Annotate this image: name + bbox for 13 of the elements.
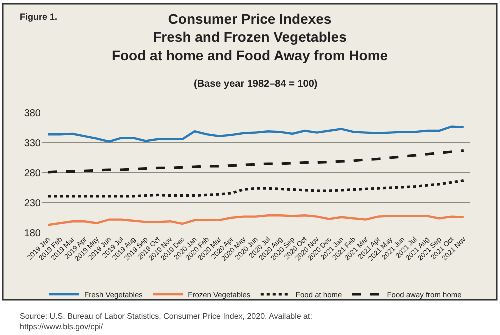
- line-series: [47, 126, 465, 143]
- chart-subtitle: (Base year 1982–84 = 100): [194, 79, 318, 90]
- y-tick-label: 180: [24, 228, 42, 240]
- line-series: [46, 180, 466, 198]
- line-series: [46, 150, 466, 174]
- y-tick-label: 380: [24, 108, 42, 120]
- y-tick-label: 280: [24, 168, 42, 180]
- y-tick-label: 330: [24, 138, 42, 150]
- line-series: [47, 214, 465, 226]
- chart-title: Consumer Price Indexes Fresh and Frozen Vegetables Food at home and Food Away from Home: [112, 11, 388, 64]
- caption: Figure 1.: [20, 12, 58, 22]
- y-tick-label: 230: [24, 198, 42, 210]
- source-note: Source: U.S. Bureau of Labor Statistics, Consumer Price Index, 2020. Available at: https://www.bls.gov/cpi/: [20, 312, 312, 332]
